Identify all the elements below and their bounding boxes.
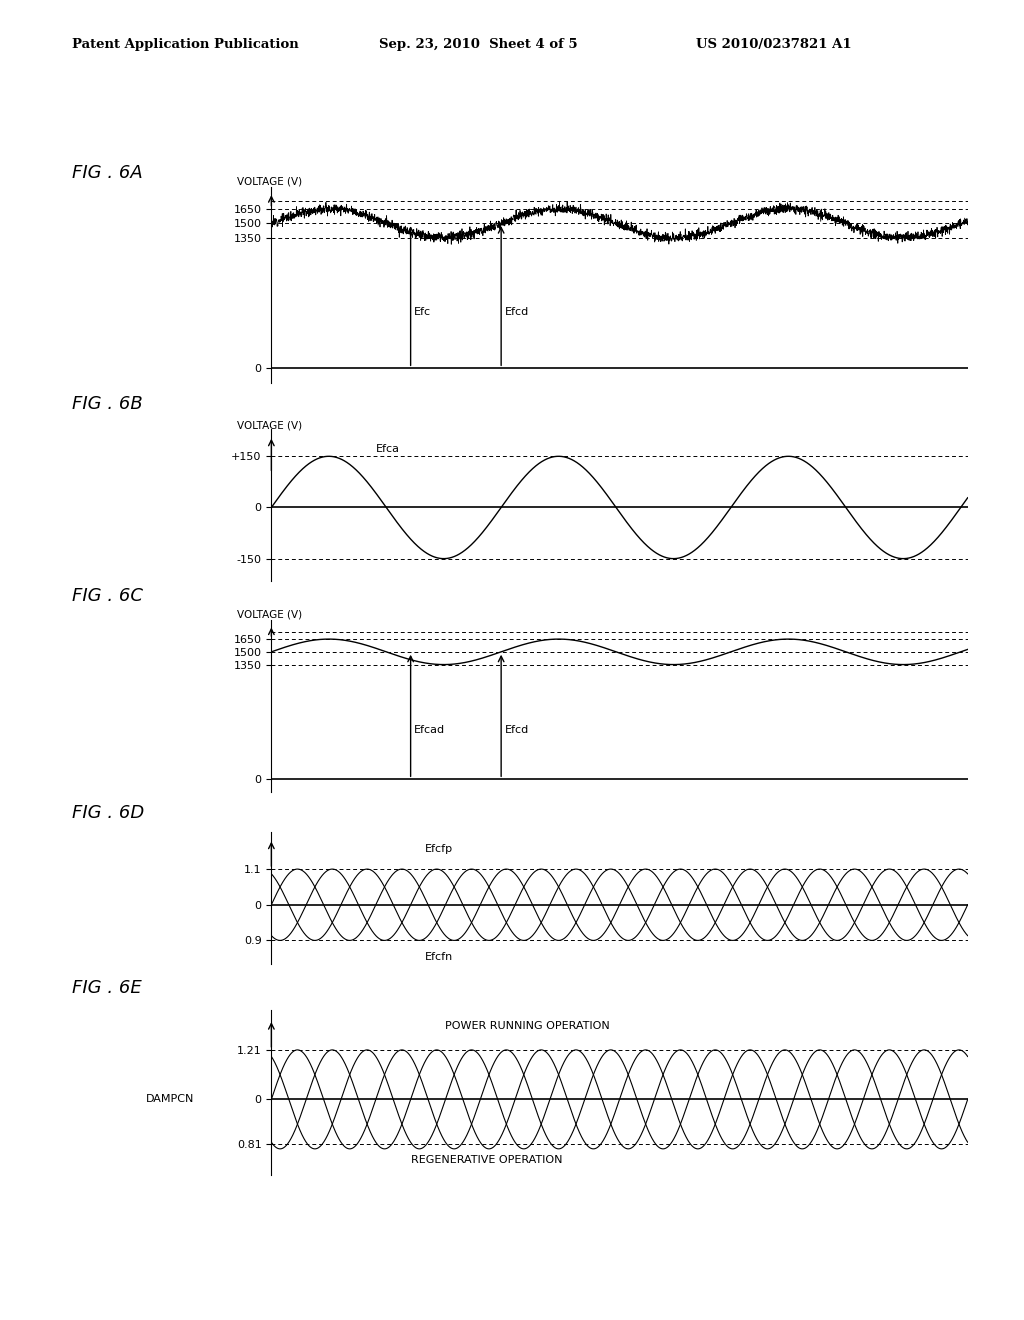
Text: Sep. 23, 2010  Sheet 4 of 5: Sep. 23, 2010 Sheet 4 of 5 — [379, 38, 578, 51]
Text: VOLTAGE (V): VOLTAGE (V) — [237, 177, 302, 186]
Text: Efcad: Efcad — [414, 725, 445, 734]
Text: VOLTAGE (V): VOLTAGE (V) — [237, 421, 302, 432]
Text: Efcfn: Efcfn — [425, 952, 453, 962]
Text: DAMPCN: DAMPCN — [146, 1094, 195, 1105]
Text: Patent Application Publication: Patent Application Publication — [72, 38, 298, 51]
Text: Efcfp: Efcfp — [425, 843, 453, 854]
Text: POWER RUNNING OPERATION: POWER RUNNING OPERATION — [445, 1020, 610, 1031]
Text: Efc: Efc — [414, 308, 431, 317]
Text: Efcd: Efcd — [505, 308, 528, 317]
Text: Efcd: Efcd — [505, 725, 528, 734]
Text: FIG . 6B: FIG . 6B — [72, 395, 142, 413]
Text: VOLTAGE (V): VOLTAGE (V) — [237, 610, 302, 620]
Text: FIG . 6E: FIG . 6E — [72, 978, 141, 997]
Text: US 2010/0237821 A1: US 2010/0237821 A1 — [696, 38, 852, 51]
Text: FIG . 6C: FIG . 6C — [72, 586, 142, 605]
Text: FIG . 6D: FIG . 6D — [72, 804, 144, 822]
Text: REGENERATIVE OPERATION: REGENERATIVE OPERATION — [411, 1155, 562, 1166]
Text: Efca: Efca — [376, 444, 399, 454]
Text: FIG . 6A: FIG . 6A — [72, 164, 142, 182]
